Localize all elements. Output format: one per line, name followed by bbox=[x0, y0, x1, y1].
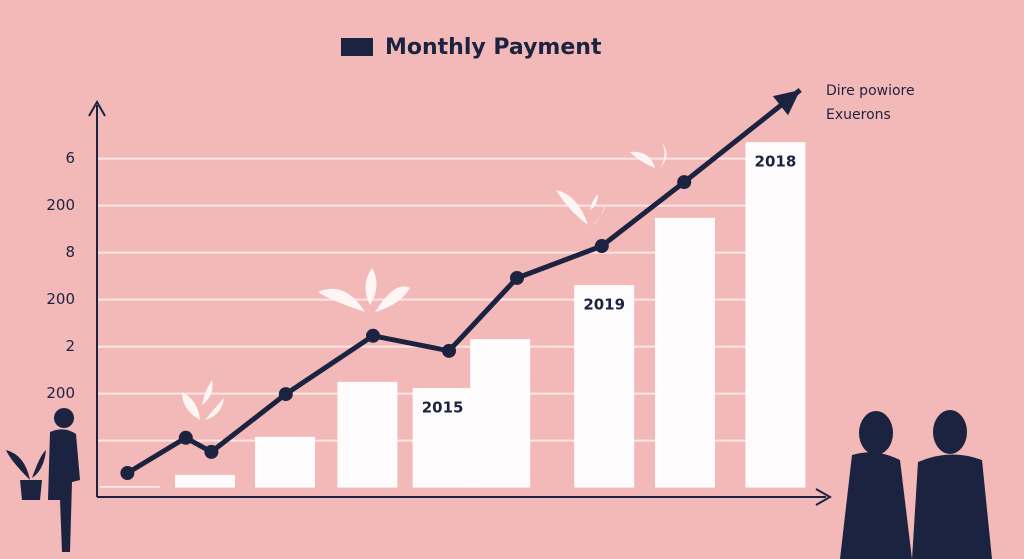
bar bbox=[574, 285, 635, 488]
y-tick-label: 200 bbox=[46, 196, 75, 214]
x-axis-arrow bbox=[815, 488, 833, 506]
plant bbox=[318, 268, 410, 312]
line-point bbox=[594, 239, 609, 254]
line-point bbox=[278, 387, 293, 402]
line-arrowhead bbox=[772, 89, 801, 116]
person-head bbox=[933, 410, 967, 454]
y-tick-label: 8 bbox=[65, 243, 75, 261]
y-tick-label: 6 bbox=[65, 149, 75, 167]
bar bbox=[745, 142, 806, 488]
person bbox=[48, 429, 80, 552]
line bbox=[126, 88, 802, 476]
bar bbox=[255, 436, 315, 488]
bar bbox=[337, 381, 398, 488]
y-tick-label: 200 bbox=[46, 384, 75, 402]
person bbox=[912, 454, 992, 559]
annotation: Exuerons bbox=[826, 107, 891, 123]
y-tick-label: 2 bbox=[65, 337, 75, 355]
bar bbox=[655, 217, 715, 488]
chart-title: Monthly Payment bbox=[385, 35, 602, 60]
line-point bbox=[366, 328, 380, 343]
plant bbox=[556, 190, 605, 225]
y-tick-label: 200 bbox=[46, 290, 75, 308]
bar bbox=[470, 339, 531, 488]
line-point bbox=[120, 466, 135, 481]
line-point bbox=[510, 270, 524, 285]
plant bbox=[630, 143, 667, 168]
bar bbox=[412, 387, 473, 488]
line-point bbox=[677, 175, 692, 190]
bar bbox=[175, 474, 235, 488]
y-axis-arrow bbox=[88, 99, 106, 117]
person-head bbox=[859, 411, 893, 455]
person bbox=[840, 452, 912, 559]
plant-pot bbox=[6, 450, 46, 500]
line-point bbox=[178, 430, 193, 445]
bar-label: 2015 bbox=[422, 398, 464, 416]
people bbox=[6, 408, 992, 559]
axes bbox=[88, 99, 833, 506]
title-marker bbox=[341, 38, 373, 56]
bar-label: 2018 bbox=[755, 153, 797, 171]
bar bbox=[99, 486, 160, 488]
line-point bbox=[442, 343, 456, 358]
line-point bbox=[204, 444, 219, 459]
person-head bbox=[54, 408, 74, 428]
annotation: Dire powiore bbox=[826, 83, 915, 99]
decoration bbox=[182, 143, 667, 420]
plant bbox=[182, 380, 224, 420]
bar-label: 2019 bbox=[583, 296, 625, 314]
